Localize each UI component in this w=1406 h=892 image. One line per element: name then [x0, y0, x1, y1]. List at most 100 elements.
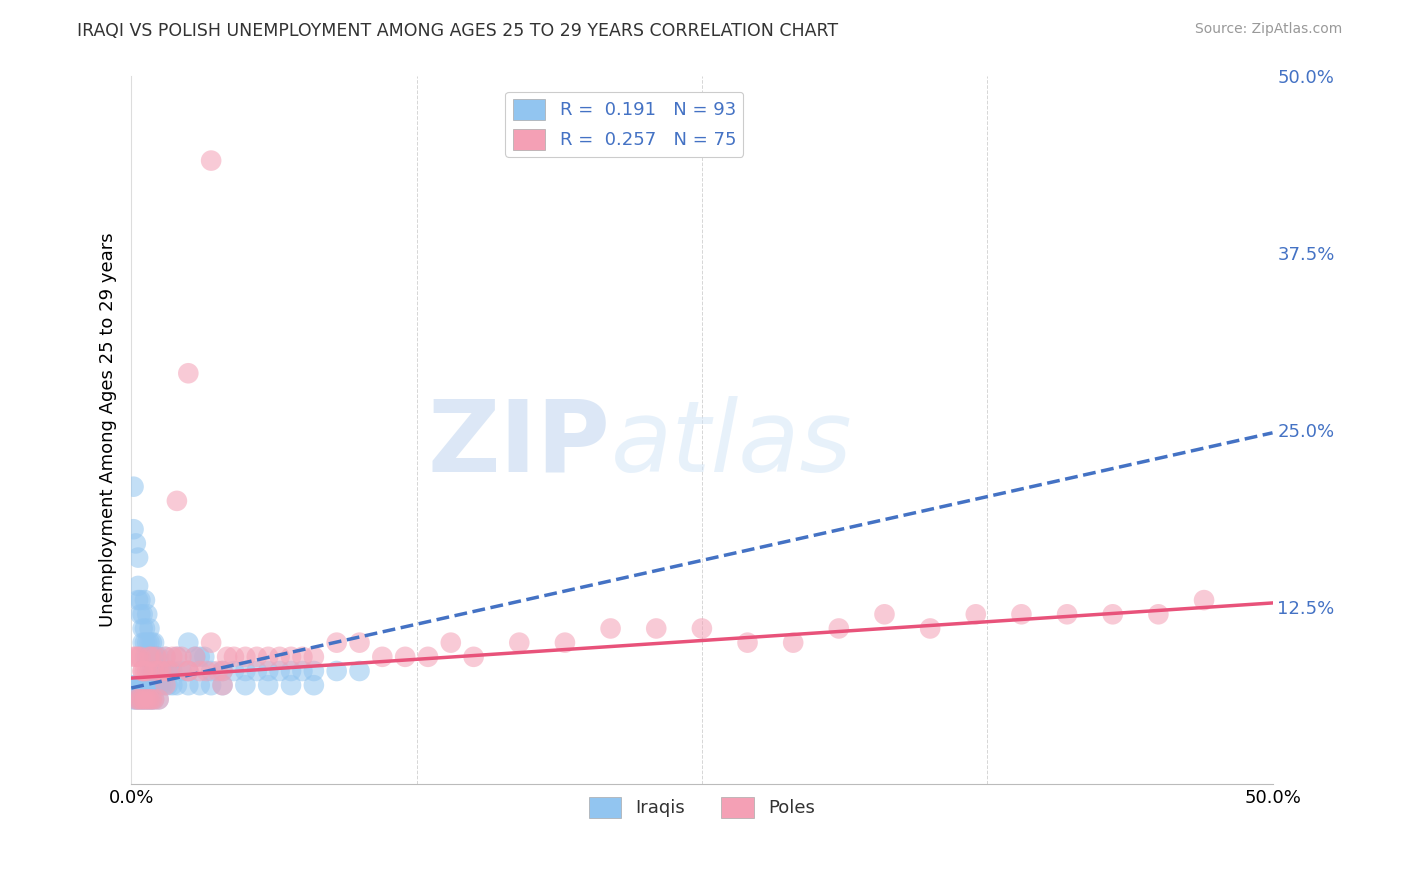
Point	[138, 649, 160, 664]
Point	[152, 678, 174, 692]
Point	[873, 607, 896, 622]
Point	[131, 692, 153, 706]
Point	[136, 635, 159, 649]
Point	[188, 678, 211, 692]
Point	[138, 678, 160, 692]
Point	[122, 480, 145, 494]
Text: atlas: atlas	[610, 396, 852, 492]
Point	[211, 664, 233, 678]
Point	[463, 649, 485, 664]
Point	[177, 664, 200, 678]
Point	[129, 649, 152, 664]
Point	[125, 536, 148, 550]
Point	[349, 664, 371, 678]
Point	[131, 692, 153, 706]
Y-axis label: Unemployment Among Ages 25 to 29 years: Unemployment Among Ages 25 to 29 years	[100, 233, 117, 627]
Point	[149, 678, 172, 692]
Point	[129, 692, 152, 706]
Point	[177, 635, 200, 649]
Point	[280, 664, 302, 678]
Point	[127, 692, 149, 706]
Point	[162, 649, 184, 664]
Text: ZIP: ZIP	[427, 396, 610, 492]
Point	[122, 692, 145, 706]
Point	[138, 692, 160, 706]
Point	[152, 664, 174, 678]
Point	[195, 664, 218, 678]
Point	[134, 593, 156, 607]
Point	[200, 153, 222, 168]
Point	[125, 692, 148, 706]
Point	[782, 635, 804, 649]
Point	[127, 579, 149, 593]
Point	[166, 649, 188, 664]
Point	[207, 664, 229, 678]
Point	[188, 649, 211, 664]
Point	[166, 494, 188, 508]
Point	[177, 366, 200, 380]
Point	[211, 678, 233, 692]
Point	[554, 635, 576, 649]
Point	[141, 649, 163, 664]
Point	[246, 649, 269, 664]
Point	[143, 649, 166, 664]
Point	[134, 649, 156, 664]
Point	[129, 607, 152, 622]
Point	[131, 678, 153, 692]
Point	[211, 664, 233, 678]
Point	[1192, 593, 1215, 607]
Point	[257, 664, 280, 678]
Text: Source: ZipAtlas.com: Source: ZipAtlas.com	[1195, 22, 1343, 37]
Point	[1010, 607, 1032, 622]
Point	[280, 678, 302, 692]
Point	[291, 649, 314, 664]
Point	[131, 607, 153, 622]
Point	[138, 692, 160, 706]
Point	[257, 678, 280, 692]
Point	[394, 649, 416, 664]
Point	[155, 649, 177, 664]
Point	[143, 692, 166, 706]
Point	[159, 664, 181, 678]
Point	[138, 622, 160, 636]
Point	[222, 649, 245, 664]
Point	[155, 649, 177, 664]
Point	[170, 664, 193, 678]
Point	[125, 649, 148, 664]
Point	[159, 664, 181, 678]
Point	[155, 678, 177, 692]
Point	[217, 649, 239, 664]
Point	[246, 664, 269, 678]
Point	[148, 664, 170, 678]
Point	[200, 635, 222, 649]
Point	[156, 664, 179, 678]
Point	[222, 664, 245, 678]
Point	[129, 593, 152, 607]
Point	[1147, 607, 1170, 622]
Point	[737, 635, 759, 649]
Point	[148, 692, 170, 706]
Point	[257, 649, 280, 664]
Point	[138, 635, 160, 649]
Point	[302, 678, 325, 692]
Point	[138, 664, 160, 678]
Point	[155, 664, 177, 678]
Point	[156, 678, 179, 692]
Point	[131, 635, 153, 649]
Point	[302, 649, 325, 664]
Point	[177, 664, 200, 678]
Point	[136, 607, 159, 622]
Point	[149, 664, 172, 678]
Point	[131, 664, 153, 678]
Point	[143, 664, 166, 678]
Point	[325, 664, 347, 678]
Point	[136, 664, 159, 678]
Point	[127, 593, 149, 607]
Point	[136, 692, 159, 706]
Point	[965, 607, 987, 622]
Point	[166, 649, 188, 664]
Point	[127, 649, 149, 664]
Point	[269, 664, 291, 678]
Point	[141, 692, 163, 706]
Point	[302, 664, 325, 678]
